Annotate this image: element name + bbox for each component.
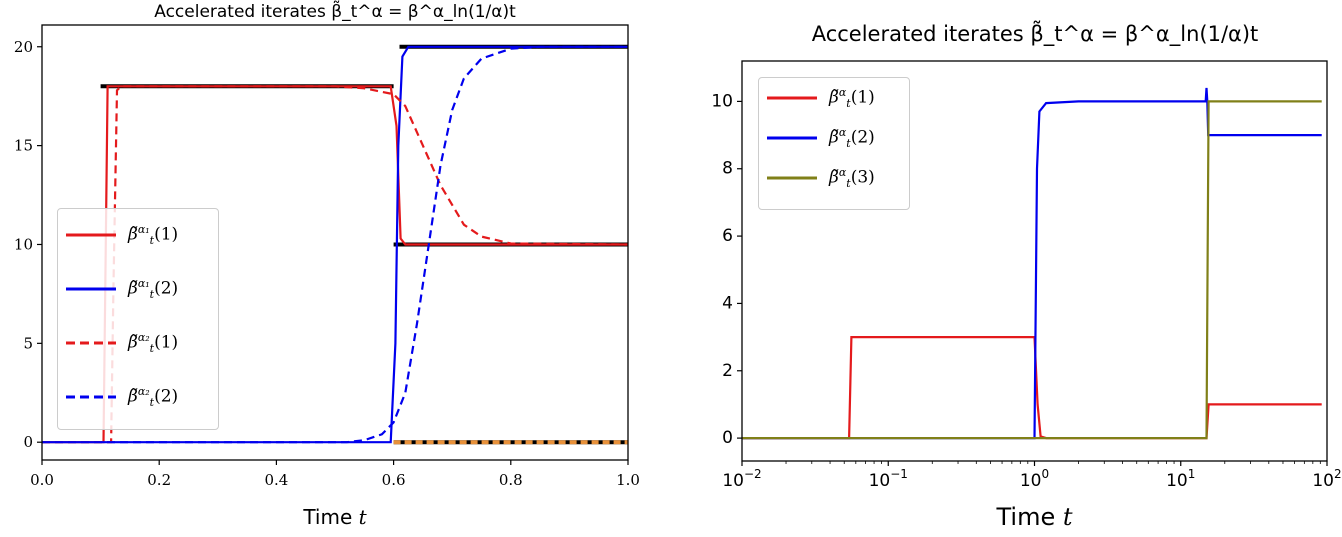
plot-2: 0 2 4 6 8 10 10−2 10−1 100 101 102 <box>711 60 1342 491</box>
legend-label: β̃αt(3) <box>829 166 875 190</box>
legend-item: β̃α₂t(1) <box>66 331 178 355</box>
legend-index: (1) <box>154 332 179 353</box>
y-tick-label: 10 <box>711 91 733 111</box>
series-line-4 <box>42 45 628 444</box>
legend-symbol: β̃ <box>829 87 839 108</box>
legend-label: β̃α₁t(2) <box>128 277 178 301</box>
legend-sup: α <box>838 166 847 179</box>
x-tick-label: 1.0 <box>616 471 640 489</box>
x-axis-label-var: t <box>1062 503 1073 531</box>
legend-sup: α₂ <box>137 331 150 344</box>
legend-symbol: β̃ <box>128 278 138 299</box>
legend-index: (1) <box>154 224 179 245</box>
legend-index: (3) <box>850 167 875 188</box>
legend-swatch <box>66 341 116 345</box>
legend: β̃αt(1) β̃αt(2) β̃αt(3) <box>758 77 910 210</box>
legend-symbol: β̃ <box>829 167 839 188</box>
legend-sup: α <box>838 86 847 99</box>
legend-label: β̃αt(2) <box>829 126 875 150</box>
legend-swatch <box>767 136 817 140</box>
legend-index: (2) <box>154 386 179 407</box>
x-tick-label: 100 <box>1020 467 1049 491</box>
legend-item: β̃αt(2) <box>767 126 875 150</box>
legend-symbol: β̃ <box>128 386 138 407</box>
legend-sub: t <box>846 177 851 191</box>
legend-label: β̃α₂t(1) <box>128 331 178 355</box>
legend-label: β̃α₁t(1) <box>128 223 178 247</box>
legend-sup: α₁ <box>137 277 150 290</box>
y-tick-label: 10 <box>14 235 33 253</box>
legend-index: (2) <box>154 278 179 299</box>
series-line-3 <box>42 85 628 444</box>
legend-index: (2) <box>850 127 875 148</box>
legend-item: β̃α₁t(2) <box>66 277 178 301</box>
legend-sub: t <box>149 342 155 356</box>
legend-sub: t <box>149 396 155 410</box>
legend-swatch <box>66 395 116 399</box>
legend-sub: t <box>846 97 851 111</box>
legend: β̃α₁t(1) β̃α₁t(2) β̃α₂t(1) β̃α₂t(2) <box>57 208 219 430</box>
legend-swatch <box>66 287 116 291</box>
series-line-3 <box>742 100 1322 440</box>
y-tick-label: 0 <box>722 428 733 448</box>
series-group <box>742 87 1322 440</box>
x-tick-label: 10−1 <box>869 467 908 491</box>
legend-swatch <box>767 176 817 180</box>
x-axis-label-text: Time <box>996 503 1063 531</box>
legend-index: (1) <box>850 87 875 108</box>
x-tick-label: 0.4 <box>264 471 288 489</box>
legend-swatch <box>767 96 817 100</box>
x-tick-label: 0.8 <box>499 471 523 489</box>
legend-swatch <box>66 233 116 237</box>
legend-item: β̃αt(3) <box>767 166 875 190</box>
series-line-1 <box>742 336 1322 440</box>
x-tick-label: 0.0 <box>30 471 54 489</box>
y-tick-label: 6 <box>722 226 733 246</box>
series-line-2 <box>42 45 628 444</box>
y-tick-label: 2 <box>722 361 733 381</box>
x-tick-label: 102 <box>1312 467 1341 491</box>
x-axis-label: Time t <box>996 503 1072 531</box>
y-tick-label: 8 <box>722 159 733 179</box>
x-tick-label: 10−2 <box>722 467 761 491</box>
legend-item: β̃α₂t(2) <box>66 385 178 409</box>
legend-sub: t <box>149 234 155 248</box>
legend-sup: α₁ <box>137 223 150 236</box>
x-tick-label: 0.6 <box>382 471 406 489</box>
legend-symbol: β̃ <box>128 332 138 353</box>
legend-sub: t <box>846 137 851 151</box>
legend-sup: α₂ <box>137 385 150 398</box>
legend-item: β̃αt(1) <box>767 86 875 110</box>
legend-sub: t <box>149 288 155 302</box>
legend-label: β̃αt(1) <box>829 86 875 110</box>
chart-title-right: Accelerated iterates β̃_t^α = β^α_ln(1/α… <box>811 22 1259 46</box>
x-axis-label-text: Time <box>303 505 359 529</box>
axes-frame <box>41 24 629 461</box>
legend-label: β̃α₂t(2) <box>128 385 178 409</box>
x-tick-label: 101 <box>1166 467 1195 491</box>
y-tick-label: 5 <box>23 334 33 352</box>
x-axis-label-var: t <box>358 505 367 529</box>
chart-title-left: Accelerated iterates β̃_t^α = β^α_ln(1/α… <box>154 2 516 22</box>
legend-symbol: β̃ <box>829 127 839 148</box>
legend-sup: α <box>838 126 847 139</box>
y-tick-label: 0 <box>23 433 33 451</box>
y-tick-label: 20 <box>14 38 33 56</box>
legend-item: β̃α₁t(1) <box>66 223 178 247</box>
y-tick-label: 4 <box>722 293 733 313</box>
y-tick-label: 15 <box>14 137 33 155</box>
x-axis-label: Time t <box>303 505 366 529</box>
x-tick-label: 0.2 <box>147 471 171 489</box>
legend-symbol: β̃ <box>128 224 138 245</box>
